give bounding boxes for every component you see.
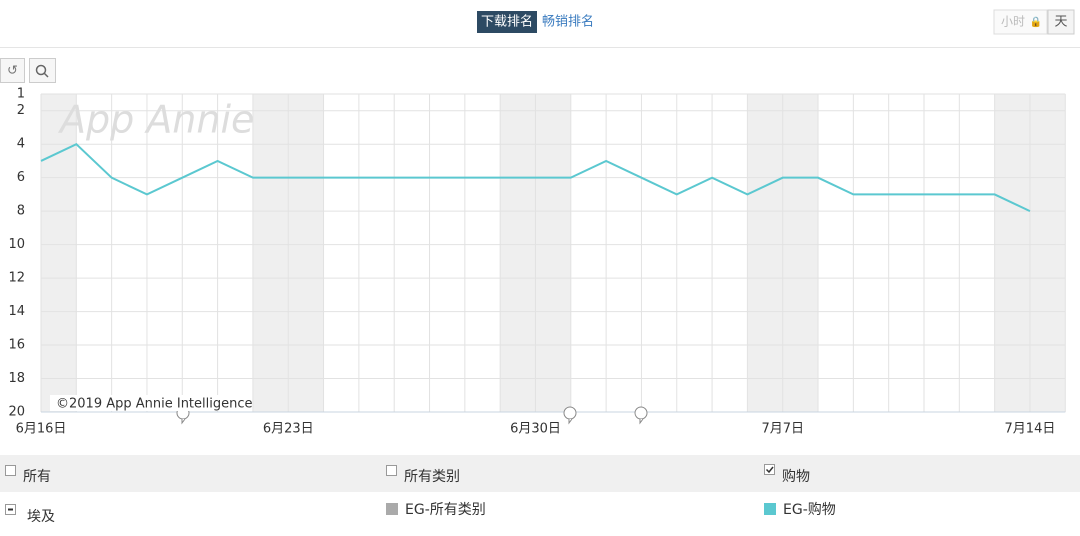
comment-icon xyxy=(568,418,573,425)
weekend-band xyxy=(41,94,77,412)
filter-row xyxy=(0,455,1080,492)
y-tick-label: 2 xyxy=(17,103,25,118)
legend-swatch[interactable] xyxy=(764,503,776,515)
check-mark xyxy=(765,466,774,474)
y-tick-label: 4 xyxy=(17,137,25,152)
filter-label: 所有 xyxy=(23,469,51,485)
country-label: 埃及 xyxy=(27,509,55,525)
y-tick-label: 20 xyxy=(8,405,25,420)
zoom-icon xyxy=(35,64,47,76)
checkbox-checked[interactable] xyxy=(764,464,775,475)
y-tick-label: 6 xyxy=(17,170,25,185)
zoom-icon xyxy=(43,72,49,78)
reset-icon: ↺ xyxy=(7,64,18,79)
checkbox[interactable] xyxy=(5,465,16,476)
series-line xyxy=(40,143,1031,213)
day-label: 天 xyxy=(1054,15,1067,30)
x-tick-label: 6月23日 xyxy=(263,422,314,437)
day-button[interactable] xyxy=(1047,9,1075,35)
watermark: App Annie xyxy=(57,98,254,142)
hour-button[interactable] xyxy=(993,9,1048,35)
hour-label: 小时 xyxy=(1001,15,1025,29)
checkbox[interactable] xyxy=(386,465,397,476)
x-tick-label: 6月16日 xyxy=(16,422,67,437)
y-tick-label: 12 xyxy=(8,271,25,286)
tab-active-bg xyxy=(477,11,537,33)
y-tick-label: 1 xyxy=(17,87,25,102)
reset-button[interactable] xyxy=(0,58,25,83)
y-tick-label: 18 xyxy=(8,371,25,386)
legend-label: EG-所有类别 xyxy=(405,502,486,518)
lock-icon: 🔒 xyxy=(1030,16,1042,28)
x-tick-label: 6月30日 xyxy=(510,422,561,437)
comment-icon xyxy=(563,406,577,420)
y-tick-label: 16 xyxy=(8,338,25,353)
copyright-bg xyxy=(50,395,240,411)
legend-label: EG-购物 xyxy=(783,502,836,518)
copyright: ©2019 App Annie Intelligence xyxy=(56,397,253,412)
comment-icon xyxy=(181,418,186,425)
tab[interactable]: 畅销排名 xyxy=(542,14,594,30)
x-tick-label: 7月7日 xyxy=(761,422,804,437)
filter-label: 所有类别 xyxy=(404,469,460,485)
x-tick-label: 7月14日 xyxy=(1005,422,1056,437)
tab[interactable]: 下载排名 xyxy=(481,14,533,30)
zoom-button[interactable] xyxy=(29,58,56,83)
plot: 12 4 6 8 10 12 14 16 18 20 6月16日 6月23日 6月30日 7月7日 7月14… xyxy=(8,87,1066,437)
y-tick-label: 10 xyxy=(8,237,25,252)
y-tick-label: 14 xyxy=(8,304,25,319)
legend-swatch[interactable] xyxy=(386,503,398,515)
comment-icon xyxy=(639,418,644,425)
filter-label: 购物 xyxy=(782,469,810,485)
comment-icon xyxy=(634,406,648,420)
y-tick-label: 8 xyxy=(17,204,25,219)
